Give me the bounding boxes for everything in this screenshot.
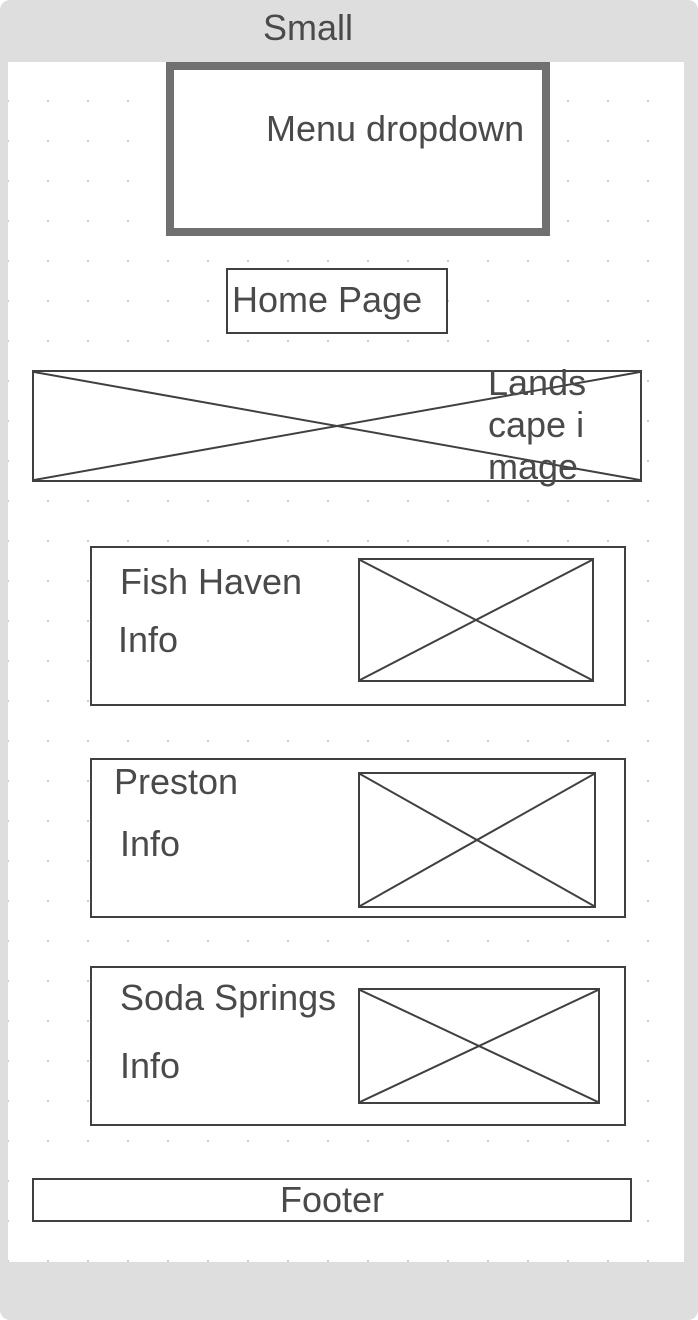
home-page-label: Home Page	[232, 279, 423, 320]
home-page-box[interactable]: Home Page	[226, 268, 448, 334]
footer-box[interactable]: Footer	[32, 1178, 632, 1222]
card-title: Fish Haven	[120, 561, 303, 602]
card-soda-springs[interactable]: Soda Springs Info	[90, 966, 626, 1126]
image-placeholder-cross-icon	[360, 560, 592, 680]
card-image-placeholder	[358, 988, 600, 1104]
card-info: Info	[120, 1045, 181, 1086]
card-title: Soda Springs	[120, 977, 337, 1018]
card-image-placeholder	[358, 558, 594, 682]
card-info: Info	[120, 823, 181, 864]
menu-dropdown-label: Menu dropdown	[266, 108, 525, 149]
image-placeholder-cross-icon	[360, 774, 594, 906]
card-fish-haven[interactable]: Fish Haven Info	[90, 546, 626, 706]
image-placeholder-cross-icon	[360, 990, 598, 1102]
card-image-placeholder	[358, 772, 596, 908]
landscape-image-label: Landscape image	[488, 362, 587, 487]
frame-title: Small	[262, 7, 354, 48]
footer-label: Footer	[279, 1179, 385, 1220]
card-title: Preston	[114, 761, 239, 802]
landscape-image-placeholder	[32, 370, 642, 482]
wireframe-canvas: Menu dropdown Home Page Landscape image …	[8, 62, 684, 1262]
landscape-image-cross-icon	[34, 372, 640, 480]
card-info: Info	[118, 619, 179, 660]
menu-dropdown-box[interactable]: Menu dropdown	[166, 62, 550, 236]
card-preston[interactable]: Preston Info	[90, 758, 626, 918]
